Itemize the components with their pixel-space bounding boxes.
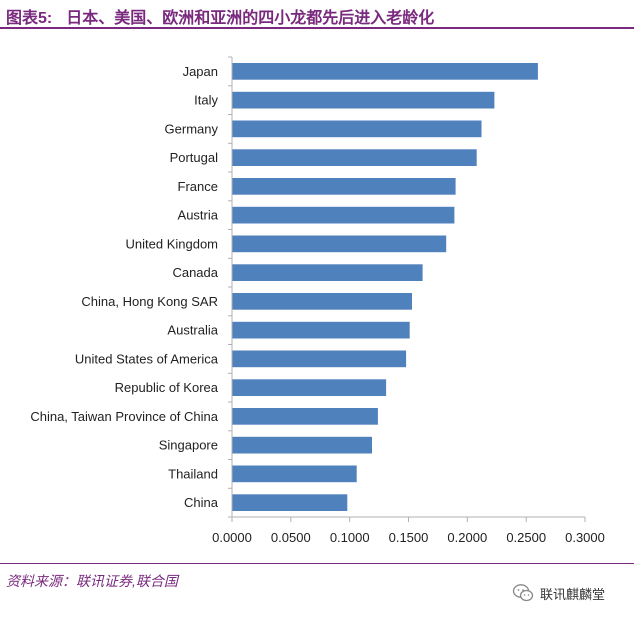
title-divider <box>0 27 634 29</box>
bar <box>232 465 357 483</box>
bar <box>232 235 447 253</box>
bar <box>232 120 482 138</box>
bar <box>232 264 423 281</box>
x-tick-label: 0.0500 <box>271 530 311 545</box>
bar <box>232 321 410 339</box>
bar <box>232 149 477 166</box>
x-tick-label: 0.1000 <box>330 530 370 545</box>
bar <box>232 178 456 195</box>
bar <box>232 63 538 80</box>
source-note: 资料来源：联讯证券,联合国 <box>6 573 178 589</box>
wechat-icon <box>512 584 534 602</box>
bar <box>232 91 495 109</box>
category-label: France <box>178 179 218 194</box>
category-label: Canada <box>172 265 218 280</box>
x-tick-label: 0.1500 <box>389 530 429 545</box>
x-tick-label: 0.2000 <box>447 530 487 545</box>
x-tick-label: 0.3000 <box>565 530 605 545</box>
category-label: Australia <box>167 323 218 338</box>
bottom-divider <box>0 563 634 564</box>
watermark: 联讯麒麟堂 <box>512 582 605 604</box>
bar <box>232 350 407 368</box>
category-label: Germany <box>165 121 219 136</box>
figure-label: 图表5: <box>6 10 53 27</box>
category-label: China, Hong Kong SAR <box>81 294 218 309</box>
bar <box>232 379 387 396</box>
bar <box>232 206 455 224</box>
bar-chart: Japan Italy Germany Portugal France Austria Un… <box>30 56 605 545</box>
figure-title: 图表5: 日本、美国、欧洲和亚洲的四小龙都先后进入老龄化 <box>6 4 434 28</box>
x-tick-label: 0.2500 <box>506 530 546 545</box>
x-tick-label: 0.0000 <box>212 530 252 545</box>
bar <box>232 293 412 310</box>
category-label: United Kingdom <box>126 236 219 251</box>
category-label: Japan <box>183 64 218 79</box>
category-label: Singapore <box>159 438 218 453</box>
bar <box>232 494 348 511</box>
category-label: China, Taiwan Province of China <box>30 409 218 424</box>
category-label: Republic of Korea <box>115 380 219 395</box>
figure-title-text: 日本、美国、欧洲和亚洲的四小龙都先后进入老龄化 <box>66 10 435 27</box>
bar <box>232 436 372 454</box>
bar <box>232 408 378 425</box>
category-label: China <box>184 495 219 510</box>
watermark-text: 联讯麒麟堂 <box>540 586 606 602</box>
category-label: Thailand <box>168 466 218 481</box>
category-label: Portugal <box>170 150 219 165</box>
category-label: United States of America <box>75 351 219 366</box>
category-label: Austria <box>178 208 219 223</box>
category-label: Italy <box>194 93 218 108</box>
